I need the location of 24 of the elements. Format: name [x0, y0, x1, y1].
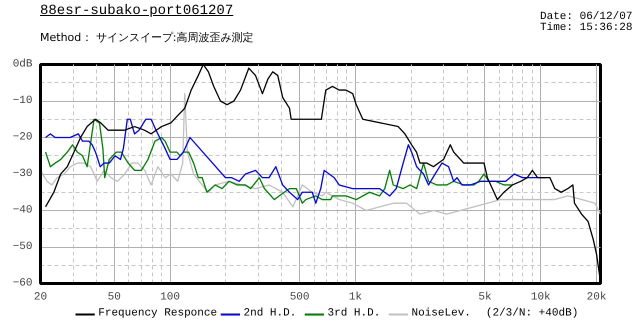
text: Date: 06/12/07: [540, 11, 632, 23]
text: (2/3/N: +40dB): [486, 308, 578, 320]
legend-label: Frequency Responce: [98, 308, 218, 320]
x-tick-label: 1k: [348, 292, 362, 304]
x-tick-label: 20k: [586, 292, 607, 304]
legend-label: 2nd H.D.: [244, 308, 296, 320]
x-tick-label: 500: [290, 292, 310, 304]
y-tick-label: −60: [12, 278, 33, 290]
x-tick-label: 20: [34, 292, 48, 304]
y-tick-label: −30: [12, 168, 33, 180]
chart-title: 88esr-subako-port061207: [40, 3, 234, 19]
legend-label: NoiseLev.: [412, 308, 471, 320]
x-tick-label: 5k: [478, 292, 492, 304]
chart-subtitle: Method： サインスイープ:高周波歪み測定: [40, 31, 254, 44]
x-tick-label: 100: [160, 292, 180, 304]
legend-label: 3rd H.D.: [328, 308, 380, 320]
x-tick-label: 10k: [530, 292, 552, 304]
text: Time: 15:36:28: [540, 22, 632, 34]
x-tick-label: 50: [108, 292, 121, 304]
y-tick-label: −50: [12, 241, 33, 253]
y-tick-label: −10: [12, 95, 33, 107]
y-tick-label: −20: [12, 132, 33, 144]
y-tick-label: −40: [12, 204, 33, 216]
y-tick-label: 0dB: [12, 58, 33, 70]
